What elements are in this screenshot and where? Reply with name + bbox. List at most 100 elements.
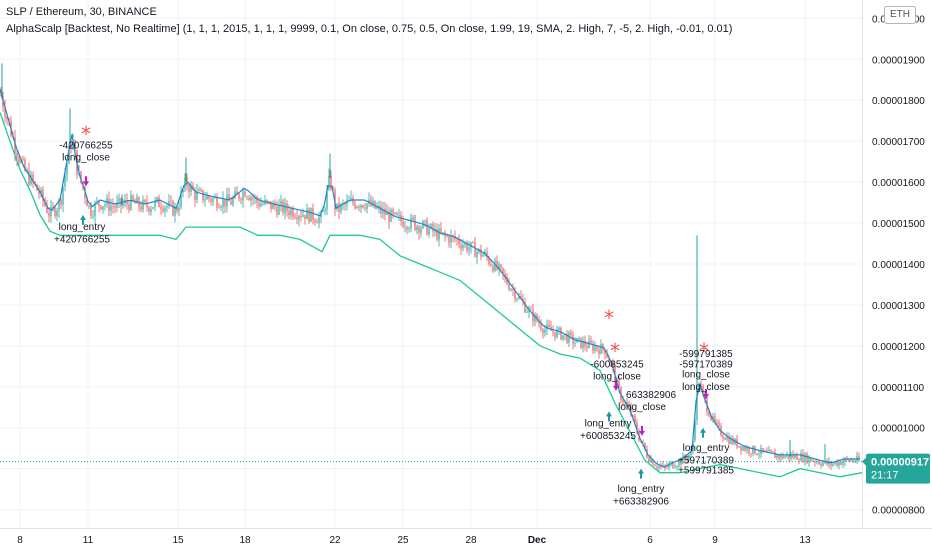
candle-body <box>840 461 842 465</box>
candle-body <box>56 210 58 216</box>
trade-annotation: long_close <box>618 402 666 413</box>
candle-body <box>30 174 32 185</box>
candle-body <box>388 211 390 222</box>
candle-body <box>460 244 462 249</box>
candle-body <box>600 344 602 355</box>
candle-body <box>32 174 34 183</box>
candle-body <box>26 170 28 171</box>
candle-body <box>780 454 782 459</box>
candle-body <box>294 217 296 218</box>
time-axis[interactable]: 8 11 15 18 22 25 28 Dec 6 9 13 <box>17 535 811 546</box>
candle-body <box>570 332 572 335</box>
candle-body <box>588 340 590 348</box>
candle-body <box>80 171 82 183</box>
candle-body <box>58 200 60 211</box>
candle-body <box>782 454 784 459</box>
candle-body <box>596 346 598 350</box>
candle-body <box>532 309 534 322</box>
candle-body <box>358 206 360 208</box>
candle-body <box>102 206 104 210</box>
trade-annotation: 663382906 <box>626 390 676 401</box>
candle-body <box>642 442 644 444</box>
x-tick-label: 6 <box>647 535 653 546</box>
candle-body <box>194 189 196 200</box>
candle-body <box>92 215 94 217</box>
candle-body <box>48 212 50 217</box>
exit-arrow-icon <box>639 425 645 436</box>
candle-body <box>630 406 632 416</box>
candle-body <box>338 203 340 212</box>
candle-body <box>410 217 412 229</box>
candle-body <box>16 153 18 159</box>
candle-body <box>786 454 788 457</box>
candle-body <box>502 267 504 274</box>
candle-body <box>438 228 440 240</box>
trade-annotations: -420766255long_closelong_entry+420766255… <box>54 140 734 507</box>
candle-body <box>94 203 96 216</box>
candle-body <box>554 332 556 338</box>
candle-body <box>108 198 110 211</box>
candle-body <box>384 208 386 216</box>
candle-body <box>516 298 518 300</box>
candle-body <box>60 200 62 205</box>
price-axis[interactable]: 0.000020000.000019000.000018000.00001700… <box>872 14 925 516</box>
candle-body <box>220 207 222 208</box>
symbol-title[interactable]: SLP / Ethereum, 30, BINANCE <box>6 6 157 18</box>
candle-body <box>474 242 476 258</box>
close-star-icon: * <box>604 306 614 330</box>
candle-body <box>654 465 656 467</box>
candle-body <box>414 219 416 230</box>
candle-body <box>292 209 294 218</box>
candle-body <box>418 226 420 233</box>
candle-body <box>794 454 796 458</box>
candle-body <box>130 195 132 210</box>
candle-body <box>818 461 820 465</box>
candle-body <box>660 465 662 467</box>
candle-body <box>764 450 766 452</box>
candle-body <box>246 196 248 198</box>
candle-body <box>328 175 330 190</box>
candle-body <box>850 460 852 462</box>
candle-body <box>104 204 106 207</box>
candle-body <box>558 327 560 330</box>
candle-body <box>178 207 180 212</box>
trade-annotation: +599791385 <box>678 466 734 477</box>
candle-body <box>674 467 676 469</box>
candle-body <box>54 207 56 216</box>
candle-body <box>374 200 376 209</box>
candle-body <box>518 296 520 299</box>
candle-body <box>318 216 320 224</box>
candle-body <box>64 175 66 187</box>
candle-body <box>24 159 26 171</box>
candle-body <box>154 200 156 208</box>
candle-body <box>288 210 290 216</box>
candle-body <box>584 340 586 347</box>
candle-body <box>430 224 432 229</box>
candle-body <box>788 454 790 459</box>
candle-body <box>188 186 190 193</box>
candle-body <box>548 324 550 327</box>
candle-body <box>848 459 850 462</box>
candle-body <box>4 107 6 118</box>
currency-button[interactable]: ETH <box>884 6 916 24</box>
candle-body <box>634 415 636 424</box>
candle-body <box>552 330 554 333</box>
candle-body <box>612 361 614 367</box>
x-tick-label: 25 <box>397 535 409 546</box>
candle-body <box>272 202 274 209</box>
x-tick-label: 13 <box>799 535 811 546</box>
candle-body <box>336 203 338 210</box>
candle-body <box>132 195 134 201</box>
candle-body <box>500 264 502 268</box>
candle-body <box>560 327 562 340</box>
candle-body <box>742 446 744 451</box>
candle-body <box>820 464 822 466</box>
trade-annotation: -420766255 <box>59 140 113 151</box>
last-price-label: 0.00000917 21:17 <box>862 453 930 484</box>
trade-annotation: long_close <box>682 369 730 380</box>
candle-body <box>268 201 270 203</box>
candle-body <box>128 204 130 210</box>
candle-body <box>322 211 324 213</box>
indicator-label[interactable]: AlphaScalp [Backtest, No Realtime] (1, 1… <box>6 23 733 35</box>
